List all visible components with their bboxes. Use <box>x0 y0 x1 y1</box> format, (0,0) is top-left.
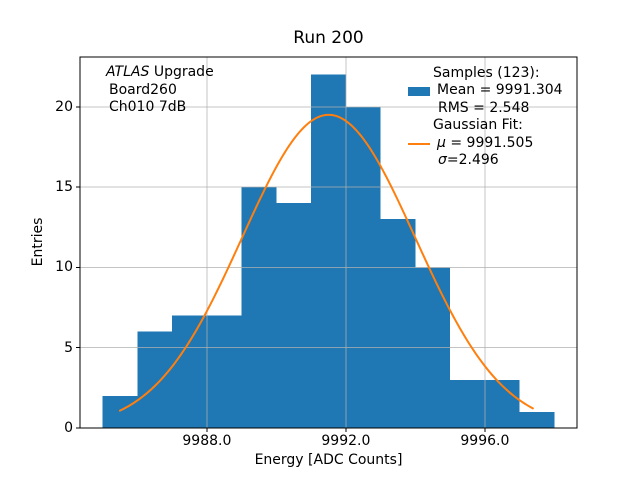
legend-fit-header: Gaussian Fit: <box>433 117 523 133</box>
x-axis-label: Energy [ADC Counts] <box>254 452 403 468</box>
y-tick-label: 20 <box>55 98 73 115</box>
y-tick-label: 5 <box>64 339 73 356</box>
annotation-line-atlas: ATLAS Upgrade <box>106 64 214 81</box>
legend-histogram-swatch <box>408 87 430 96</box>
histogram-bar <box>206 315 242 428</box>
legend-samples-header: Samples (123): <box>433 65 540 81</box>
histogram-bar <box>102 395 138 428</box>
histogram-bar <box>450 379 485 428</box>
chart-title: Run 200 <box>293 28 364 48</box>
legend-mu-symbol: μ <box>437 135 446 151</box>
annotation-atlas-rest: Upgrade <box>149 64 214 80</box>
annotation-line-channel: Ch010 7dB <box>109 99 187 115</box>
histogram-bar <box>311 74 346 429</box>
legend-mu-rest: = 9991.505 <box>445 135 534 151</box>
legend-mean-value: Mean = 9991.304 <box>437 82 563 98</box>
histogram-bar <box>241 187 277 428</box>
histogram-bar <box>172 315 207 428</box>
legend-rms-value: RMS = 2.548 <box>438 100 530 116</box>
x-tick-label: 9988.0 <box>182 433 232 449</box>
legend-fit-line-swatch <box>408 143 430 145</box>
x-tick-label: 9996.0 <box>460 433 510 449</box>
y-tick-label: 0 <box>64 420 73 436</box>
annotation-atlas-italic: ATLAS <box>106 64 150 80</box>
histogram-bar <box>484 379 520 428</box>
annotation-line-board: Board260 <box>109 82 177 98</box>
x-tick-label: 9992.0 <box>321 433 371 449</box>
legend-mu-value: μ = 9991.505 <box>437 135 533 152</box>
y-tick-label: 15 <box>55 179 73 196</box>
histogram-bar <box>380 219 416 428</box>
histogram-bar <box>519 411 555 428</box>
y-tick-label: 10 <box>55 259 73 276</box>
legend-sigma-symbol: σ <box>438 152 447 168</box>
plot-frame <box>79 56 578 429</box>
legend-sigma-rest: =2.496 <box>446 152 499 168</box>
gaussian-fit-curve <box>118 113 534 412</box>
histogram-bar <box>276 203 312 428</box>
histogram-bar <box>137 331 173 428</box>
legend-sigma-value: σ=2.496 <box>438 152 499 169</box>
